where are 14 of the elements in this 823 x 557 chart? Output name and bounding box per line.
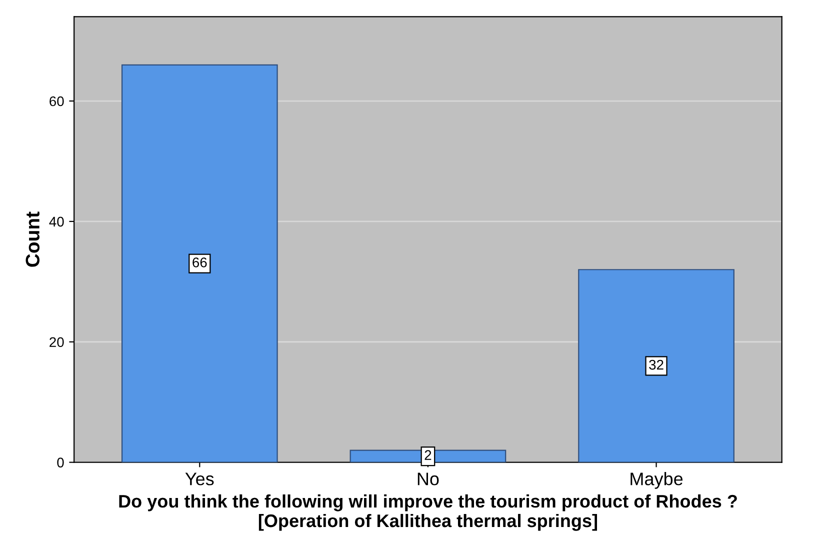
y-tick-label: 60 [50, 96, 64, 106]
y-tick-label: 0 [57, 458, 64, 468]
y-tick-label: 20 [50, 337, 64, 348]
bar [578, 269, 734, 462]
x-tick-label: No [418, 472, 439, 486]
y-axis-title: Count [26, 212, 40, 267]
x-tick-label: Maybe [630, 472, 683, 489]
data-label: 2 [424, 450, 432, 460]
data-label: 66 [192, 257, 207, 268]
bar [121, 64, 278, 462]
data-label: 32 [649, 360, 664, 370]
x-axis-title: Do you think the following will improve the tourism product of Rhodes ? [Operation of Kallithea thermal springs] [119, 494, 737, 531]
x-tick-label: Yes [185, 472, 214, 486]
y-tick-label: 40 [49, 216, 64, 227]
